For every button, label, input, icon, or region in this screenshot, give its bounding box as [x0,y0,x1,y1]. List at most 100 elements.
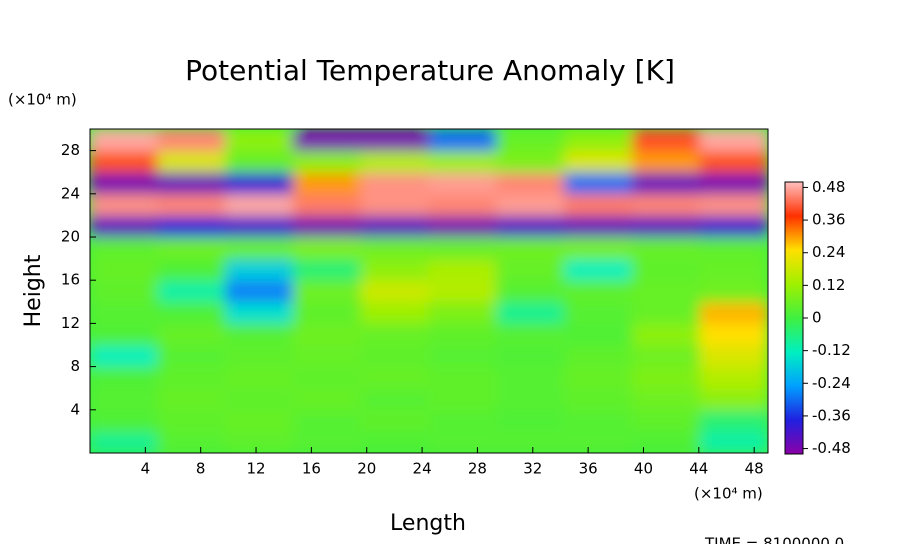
x-unit: (×10⁴ m) [694,485,763,503]
heat-cell [631,150,701,173]
heat-cell [496,214,566,238]
heat-cell [90,430,159,453]
heat-cell [699,279,768,303]
heat-cell [631,171,701,195]
heat-cell [225,193,294,216]
heat-cell [157,279,227,303]
heat-cell [90,366,159,389]
heat-cell [631,366,701,389]
heat-cell [292,430,362,453]
y-tick-label: 20 [61,228,80,246]
heat-cell [90,214,159,238]
heat-cell [157,366,227,389]
heat-cell [699,322,768,346]
heat-cell [157,409,227,432]
heat-cell [631,236,701,260]
heat-cell [428,150,498,173]
heat-cell [360,387,430,411]
heat-cell [360,171,430,195]
heat-cell [564,409,633,432]
footer: TIME = 8100000.0 [704,535,844,544]
heat-cell [90,301,159,324]
heat-cell [90,150,159,173]
colorbar-tick-label: 0.12 [812,276,845,294]
x-tick-label: 12 [246,460,265,478]
heat-cell [360,344,430,368]
colorbar-tick-label: 0.24 [812,243,845,261]
heat-cell [360,193,430,216]
heat-cell [699,171,768,195]
heat-cell [631,193,701,216]
heat-cell [157,322,227,346]
heat-cell [157,214,227,238]
x-tick-label: 36 [579,460,598,478]
heat-cell [292,129,362,152]
heat-cell [699,129,768,152]
heat-cell [225,150,294,173]
heat-cell [157,387,227,411]
heat-cell [631,409,701,432]
y-tick-label: 8 [70,357,80,375]
heat-cell [564,344,633,368]
heat-cell [699,214,768,238]
heat-cell [360,279,430,303]
heat-cell [292,322,362,346]
heat-cell [225,279,294,303]
heat-cell [360,129,430,152]
heat-cell [225,301,294,324]
heat-cell [292,279,362,303]
heat-cell [496,236,566,260]
heat-cell [292,258,362,281]
heat-cell [90,258,159,281]
heat-cell [428,322,498,346]
heat-cell [699,366,768,389]
heat-cell [360,150,430,173]
heat-cell [496,344,566,368]
heat-cell [564,387,633,411]
heat-cell [564,322,633,346]
heat-cell [90,344,159,368]
heat-cell [360,322,430,346]
heat-cell [360,409,430,432]
heat-cell [360,301,430,324]
y-tick-label: 16 [61,271,80,289]
x-tick-label: 20 [357,460,376,478]
heat-cell [90,193,159,216]
heat-cell [157,150,227,173]
heat-cell [496,150,566,173]
heat-cell [699,150,768,173]
heat-cell [631,258,701,281]
heat-cell [496,193,566,216]
heat-cell [428,171,498,195]
heat-cell [631,214,701,238]
x-tick-label: 48 [745,460,764,478]
heat-cell [292,171,362,195]
heat-cell [496,430,566,453]
colorbar-tick-label: 0.48 [812,178,845,196]
heat-cell [225,366,294,389]
heat-cell [360,214,430,238]
heat-cell [360,430,430,453]
heat-cell [699,258,768,281]
heat-cell [225,236,294,260]
heat-cell [496,279,566,303]
heat-cell [564,301,633,324]
heat-cell [699,387,768,411]
heat-cell [631,301,701,324]
colorbar-tick-label: 0.36 [812,211,845,229]
colorbar-tick-label: -0.48 [812,439,851,457]
heat-cell [225,129,294,152]
heat-cell [631,279,701,303]
heat-cell [631,129,701,152]
heat-cell [564,366,633,389]
y-axis-label: Height [21,254,46,327]
y-tick-label: 12 [61,314,80,332]
y-tick-label: 24 [61,184,80,202]
heat-cell [496,301,566,324]
heat-cell [225,430,294,453]
heat-cell [292,366,362,389]
heat-cell [157,430,227,453]
heat-cell [157,258,227,281]
heat-cell [564,236,633,260]
heat-cell [496,387,566,411]
